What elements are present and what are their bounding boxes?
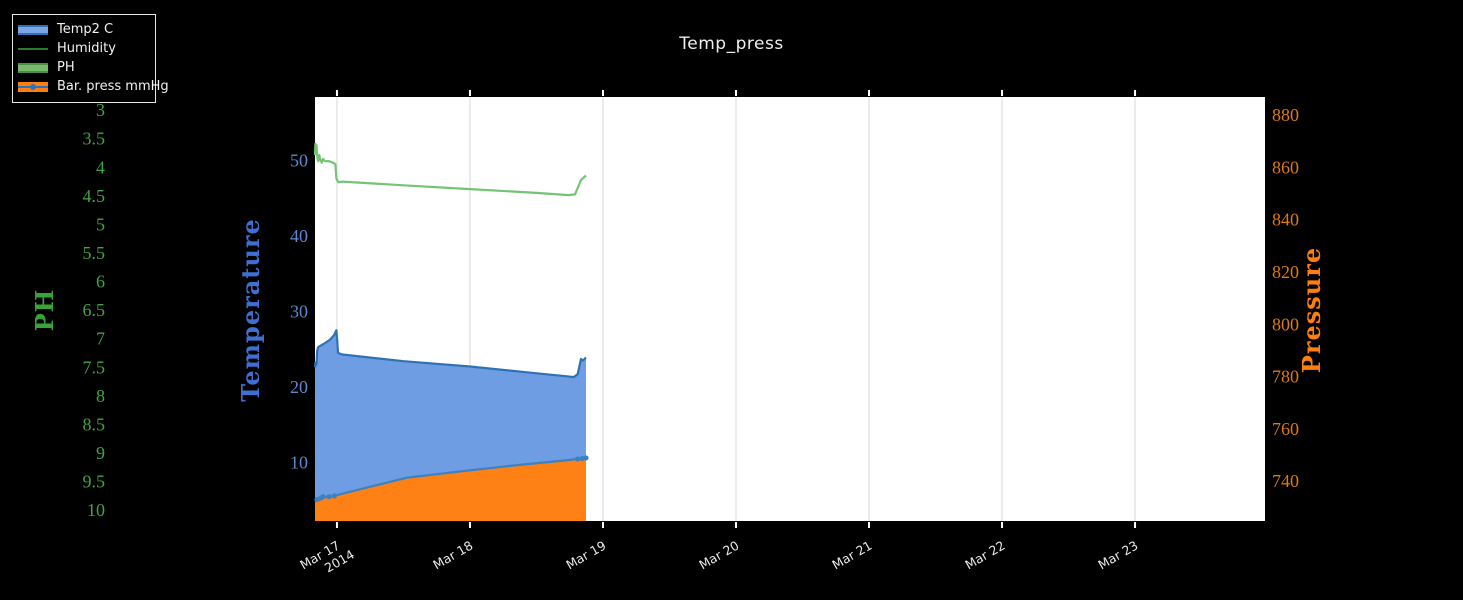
legend-item-ph[interactable]: PH (18, 58, 149, 77)
pressure-tick-label: 880 (1272, 105, 1299, 125)
pressure-tick-label: 760 (1272, 419, 1299, 439)
ph-tick-label: 7.5 (83, 357, 106, 377)
legend: Temp2 C Humidity PH Bar. press mmHg (12, 14, 169, 103)
ph-tick-label: 7 (96, 329, 105, 349)
ph-tick-label: 6.5 (83, 300, 106, 320)
pressure-tick-label: 820 (1272, 262, 1299, 282)
x-tick-label: Mar 23 (1095, 538, 1140, 573)
series-bar-press-mmhg-marker (331, 493, 337, 499)
legend-item-bar-press-mmhg[interactable]: Bar. press mmHg (18, 77, 169, 96)
pressure-tick-label: 840 (1272, 210, 1299, 230)
legend-item-temp2-c[interactable]: Temp2 C (18, 20, 149, 39)
ph-axis-title: PH (30, 289, 59, 332)
ph-tick-label: 9.5 (83, 472, 106, 492)
legend-label: Bar. press mmHg (57, 79, 169, 94)
temperature-tick-label: 30 (290, 301, 308, 321)
legend-label: PH (57, 60, 75, 75)
pressure-tick-label: 800 (1272, 314, 1299, 334)
pressure-tick-label: 780 (1272, 367, 1299, 387)
series-humidity-line (313, 142, 587, 197)
ph-tick-label: 9 (96, 443, 105, 463)
x-tick-label: Mar 20 (696, 538, 741, 573)
series-bar-press-mmhg-marker (320, 494, 326, 500)
chart-title: Temp_press (679, 34, 784, 54)
x-tick-label: Mar 21 (829, 538, 874, 573)
series-bar-press-mmhg-marker (575, 456, 581, 462)
x-tick-label: Mar 172014 (297, 534, 357, 586)
pressure-axis-title: Pressure (1297, 247, 1326, 373)
series-temp2-c-line (313, 329, 587, 379)
ph-tick-label: 3 (96, 100, 105, 120)
ph-tick-label: 5 (96, 214, 105, 234)
ph-tick-label: 4 (96, 157, 105, 177)
x-tick-label: Mar 22 (962, 538, 1007, 573)
series-bar-press-mmhg-marker (326, 494, 332, 500)
temperature-tick-label: 50 (290, 150, 308, 170)
legend-swatch (18, 44, 48, 54)
ph-tick-label: 4.5 (83, 186, 106, 206)
temperature-tick-label: 40 (290, 226, 308, 246)
ph-tick-label: 10 (87, 500, 105, 520)
pressure-tick-label: 740 (1272, 471, 1299, 491)
legend-item-humidity[interactable]: Humidity (18, 39, 149, 58)
pressure-tick-label: 860 (1272, 157, 1299, 177)
ph-tick-label: 6 (96, 272, 105, 292)
x-tick-label: Mar 18 (430, 538, 475, 573)
ph-tick-label: 3.5 (83, 129, 106, 149)
x-tick-label: Mar 19 (563, 538, 608, 573)
temperature-tick-label: 20 (290, 377, 308, 397)
ph-tick-label: 5.5 (83, 243, 106, 263)
legend-swatch (18, 62, 48, 73)
series-bar-press-mmhg-marker (583, 455, 589, 461)
temperature-axis-title: Temperature (236, 218, 265, 401)
legend-label: Humidity (57, 41, 116, 56)
ph-tick-label: 8 (96, 386, 105, 406)
legend-label: Temp2 C (57, 22, 114, 37)
series-bar-press-mmhg-area (315, 458, 586, 521)
series-bar-press-mmhg-marker (314, 496, 320, 503)
legend-swatch (18, 81, 48, 92)
legend-swatch (18, 24, 48, 35)
temperature-tick-label: 10 (290, 452, 308, 472)
ph-tick-label: 8.5 (83, 414, 106, 434)
